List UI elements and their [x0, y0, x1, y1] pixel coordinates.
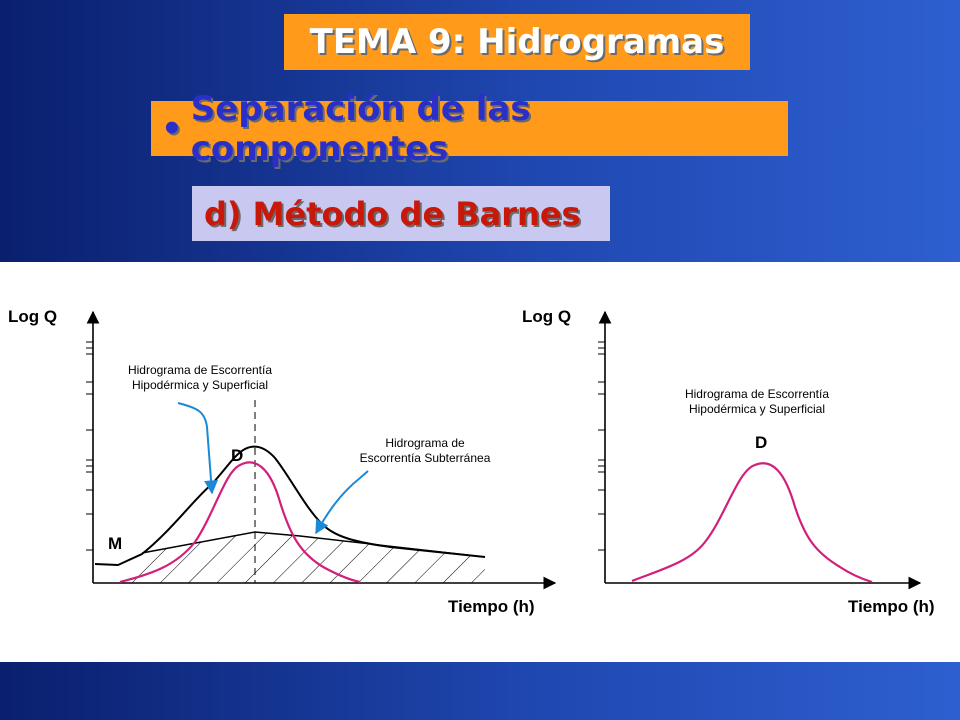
right-y-axis-label: Log Q [522, 307, 571, 326]
right-log-ticks [598, 341, 605, 551]
groundwater-annotation-line2: Escorrentía Subterránea [360, 451, 491, 465]
right-surface-hydrograph-curve [631, 462, 873, 584]
slide-title-text: TEMA 9: Hidrogramas [309, 22, 725, 62]
barnes-method-figure: Log Q Tiempo (h) D M Hidrograma de Escor… [0, 262, 960, 662]
surface-annotation-arrow [177, 402, 219, 495]
right-x-axis-label: Tiempo (h) [848, 597, 935, 616]
right-surface-annotation-line1: Hidrograma de Escorrentía [685, 387, 829, 401]
left-y-axis-label: Log Q [8, 307, 57, 326]
method-heading: d) Método de Barnes [192, 186, 610, 241]
left-x-axis-label: Tiempo (h) [448, 597, 535, 616]
right-graph: Log Q Tiempo (h) D Hidrograma de Escorre… [522, 307, 935, 616]
right-point-d-label: D [755, 433, 767, 452]
groundwater-annotation-arrow [315, 470, 369, 535]
left-graph: Log Q Tiempo (h) D M Hidrograma de Escor… [8, 307, 557, 616]
bullet-icon: • [161, 108, 183, 149]
surface-hydrograph-curve [119, 461, 361, 584]
right-surface-annotation-line2: Hipodérmica y Superficial [689, 402, 825, 416]
method-heading-text: d) Método de Barnes [204, 194, 581, 233]
section-heading: • Separación de las componentes [151, 89, 788, 169]
baseflow-hatched-area [120, 532, 485, 583]
left-point-m-label: M [108, 534, 122, 553]
slide-title: TEMA 9: Hidrogramas [284, 14, 750, 70]
left-point-d-label: D [231, 446, 243, 465]
left-surface-annotation-line1: Hidrograma de Escorrentía [128, 363, 272, 377]
left-surface-annotation-line2: Hipodérmica y Superficial [132, 378, 268, 392]
left-log-ticks [86, 341, 93, 551]
groundwater-annotation-line1: Hidrograma de [385, 436, 465, 450]
total-hydrograph-curve [94, 445, 486, 567]
section-heading-text: Separación de las componentes [190, 88, 531, 169]
figure-canvas: Log Q Tiempo (h) D M Hidrograma de Escor… [8, 307, 935, 616]
